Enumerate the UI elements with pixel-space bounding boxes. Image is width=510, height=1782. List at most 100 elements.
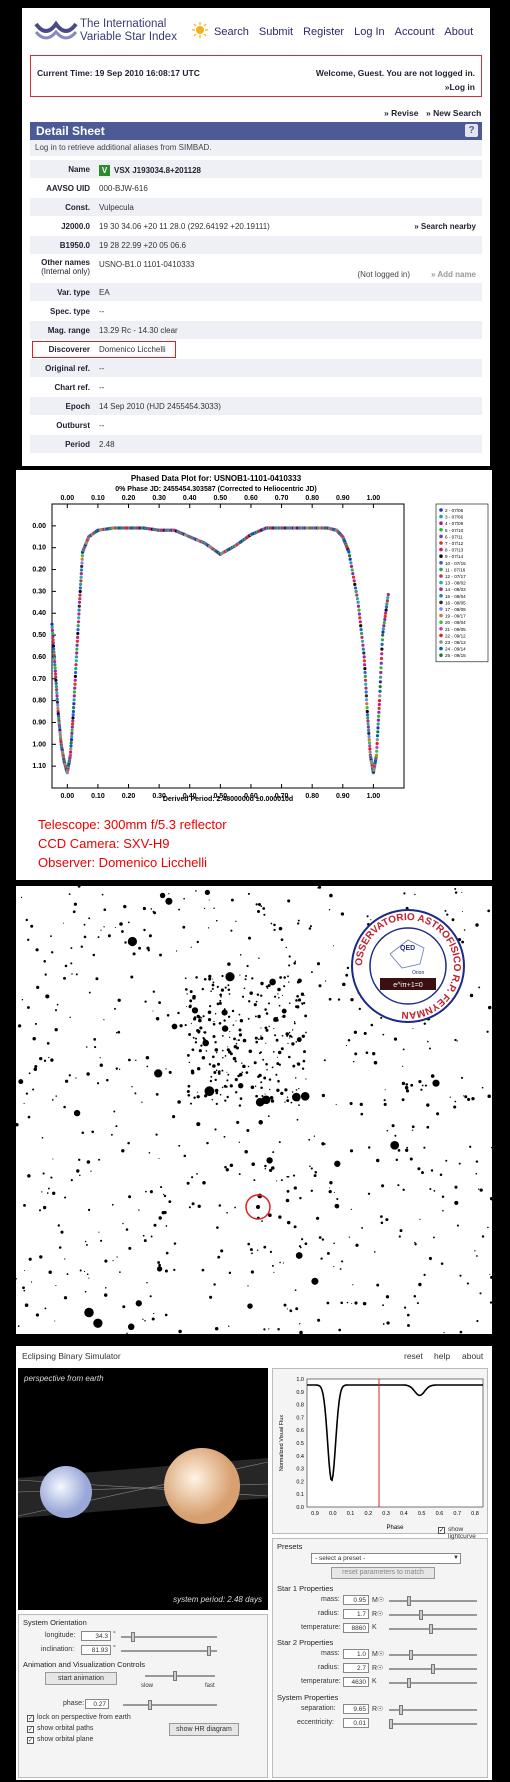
data-point: [71, 713, 75, 717]
inclination-knob[interactable]: [207, 1646, 211, 1656]
star: [227, 988, 231, 992]
data-point: [55, 691, 59, 695]
star: [188, 1061, 191, 1064]
inclination-slider[interactable]: [121, 1646, 217, 1656]
speed-knob[interactable]: [173, 1671, 177, 1681]
speed-slider[interactable]: [145, 1671, 215, 1681]
star: [190, 946, 192, 948]
star: [296, 994, 299, 998]
star1-mass-knob[interactable]: [407, 1596, 411, 1606]
star: [77, 1158, 81, 1162]
star1-radius-slider[interactable]: [389, 1610, 477, 1620]
phase-slider[interactable]: [123, 1700, 217, 1710]
star: [406, 1146, 409, 1149]
nav-login[interactable]: Log In: [354, 26, 385, 38]
show-hr-diagram-button[interactable]: show HR diagram: [169, 1723, 239, 1736]
star: [207, 927, 210, 929]
star: [336, 1197, 339, 1201]
eccentricity-slider[interactable]: [389, 1719, 477, 1729]
star1-temp-slider[interactable]: [389, 1624, 477, 1634]
star1-temp-knob[interactable]: [429, 1624, 433, 1634]
help-link[interactable]: help: [434, 1351, 451, 1361]
eccentricity-knob[interactable]: [389, 1719, 393, 1729]
orbital-paths-checkbox[interactable]: ✓: [27, 1726, 34, 1733]
star: [279, 1261, 281, 1264]
star2-mass-input[interactable]: 1.0: [343, 1649, 369, 1659]
star1-mass-input[interactable]: 0.95: [343, 1595, 369, 1605]
star2-temp-knob[interactable]: [407, 1678, 411, 1688]
star2-mass-knob[interactable]: [409, 1650, 413, 1660]
nav-about[interactable]: About: [444, 26, 474, 38]
orbit-view[interactable]: perspective from earth system period: 2.…: [18, 1368, 268, 1610]
star2-radius-knob[interactable]: [431, 1664, 435, 1674]
star: [263, 913, 266, 916]
help-icon[interactable]: ?: [465, 124, 478, 137]
phase-knob[interactable]: [148, 1700, 152, 1710]
star: [36, 985, 40, 990]
nav-account[interactable]: Account: [394, 26, 435, 38]
separation-input[interactable]: 9.65: [343, 1704, 369, 1714]
revise-link[interactable]: » Revise: [384, 108, 419, 118]
data-point: [375, 738, 379, 742]
longitude-slider[interactable]: [121, 1632, 217, 1642]
star: [241, 1062, 243, 1064]
star: [382, 1304, 385, 1307]
preset-select[interactable]: - select a preset - ▼: [311, 1553, 461, 1564]
star: [63, 976, 66, 980]
star: [64, 1258, 66, 1260]
data-point: [74, 670, 78, 675]
longitude-knob[interactable]: [131, 1632, 135, 1642]
star: [81, 1131, 85, 1134]
star1-temp-input[interactable]: 8860: [343, 1623, 369, 1633]
star: [215, 1102, 218, 1106]
star2-temp-input[interactable]: 4630: [343, 1677, 369, 1687]
login-link[interactable]: »Log in: [444, 82, 475, 92]
star: [235, 1042, 238, 1045]
reset-parameters-button[interactable]: reset parameters to match: [331, 1567, 435, 1579]
orbital-plane-checkbox[interactable]: ✓: [27, 1737, 34, 1744]
star: [126, 1332, 128, 1334]
phase-input[interactable]: 0.27: [85, 1699, 109, 1709]
row-outburst: Outburst --: [30, 416, 482, 435]
star2-radius-slider[interactable]: [389, 1664, 477, 1674]
svg-text:e^iπ+1=0: e^iπ+1=0: [393, 982, 423, 989]
eccentricity-input[interactable]: 0.01: [343, 1718, 369, 1728]
star: [239, 953, 242, 956]
star: [478, 986, 481, 989]
star1-mass-slider[interactable]: [389, 1596, 477, 1606]
nav-search[interactable]: Search: [214, 26, 249, 38]
star2-temp-slider[interactable]: [389, 1678, 477, 1688]
start-animation-button[interactable]: start animation: [45, 1672, 117, 1685]
lc-x-tick-label: 0.5: [418, 1511, 426, 1517]
star2-radius-input[interactable]: 2.7: [343, 1663, 369, 1673]
show-lightcurve-checkbox[interactable]: ✓: [438, 1527, 445, 1534]
new-search-link[interactable]: » New Search: [426, 108, 482, 118]
nav-submit[interactable]: Submit: [258, 26, 294, 38]
lock-perspective-checkbox[interactable]: ✓: [27, 1715, 34, 1722]
vsx-logo[interactable]: [34, 18, 78, 49]
star: [206, 1141, 209, 1145]
view-label: perspective from earth: [24, 1374, 104, 1383]
separation-knob[interactable]: [399, 1705, 403, 1715]
simulator-header: Eclipsing Binary Simulator reset help ab…: [16, 1346, 492, 1366]
star: [324, 1143, 326, 1145]
star: [268, 1328, 270, 1330]
star1-radius-input[interactable]: 1.7: [343, 1609, 369, 1619]
data-point: [381, 633, 385, 637]
longitude-input[interactable]: 34.3: [81, 1631, 111, 1641]
separation-slider[interactable]: [389, 1705, 477, 1715]
star: [93, 1318, 103, 1328]
reset-link[interactable]: reset: [404, 1351, 423, 1361]
add-name-link[interactable]: » Add name: [430, 270, 476, 279]
search-nearby-link[interactable]: » Search nearby: [414, 222, 476, 231]
inclination-input[interactable]: 81.93: [81, 1645, 111, 1655]
about-link[interactable]: about: [462, 1351, 484, 1361]
star: [401, 1081, 406, 1086]
nav-register[interactable]: Register: [303, 26, 345, 38]
star1-radius-knob[interactable]: [419, 1610, 423, 1620]
star: [224, 986, 227, 989]
lc-x-tick-label: 0.7: [453, 1511, 461, 1517]
star2-mass-slider[interactable]: [389, 1650, 477, 1660]
star: [345, 973, 349, 977]
star: [456, 1224, 459, 1227]
